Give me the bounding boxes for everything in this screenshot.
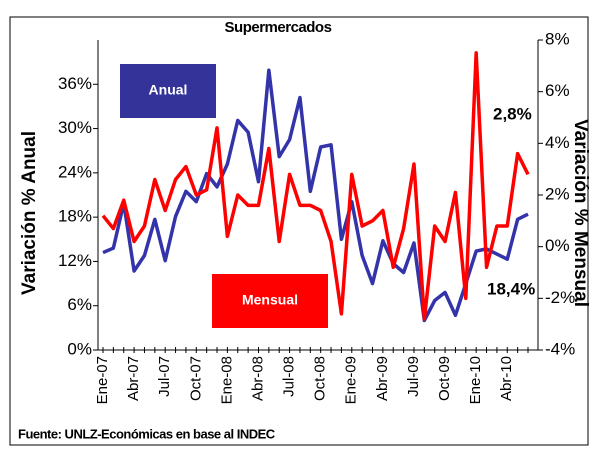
x-tick-label: Jul-07 bbox=[156, 356, 173, 397]
legend-box bbox=[212, 274, 328, 328]
x-tick-label: Ene-07 bbox=[94, 356, 111, 404]
y2-tick-label: 6% bbox=[545, 81, 570, 100]
x-tick-label: Ene-08 bbox=[218, 356, 235, 404]
x-tick-label: Ene-09 bbox=[343, 356, 360, 404]
legend-label: Mensual bbox=[242, 292, 298, 308]
y-tick-label: 12% bbox=[58, 251, 92, 270]
x-tick-label: Oct-08 bbox=[312, 356, 329, 401]
y-tick-label: 18% bbox=[58, 207, 92, 226]
y2-tick-label: -2% bbox=[545, 288, 575, 307]
chart-title: Supermercados bbox=[225, 19, 332, 36]
y2-tick-label: -4% bbox=[545, 339, 575, 358]
y-tick-label: 24% bbox=[58, 162, 92, 181]
y2-tick-label: 8% bbox=[545, 29, 570, 48]
x-tick-label: Abr-08 bbox=[249, 356, 266, 401]
y2-tick-label: 4% bbox=[545, 133, 570, 152]
y-tick-label: 0% bbox=[67, 339, 92, 358]
x-tick-label: Oct-07 bbox=[187, 356, 204, 401]
y2-axis-label: Variación % Mensual bbox=[570, 119, 591, 307]
series-line bbox=[101, 51, 530, 321]
legend-label: Anual bbox=[149, 82, 188, 98]
x-tick-label: Jul-08 bbox=[281, 356, 298, 397]
x-tick-label: Jul-09 bbox=[405, 356, 422, 397]
x-tick-label: Abr-07 bbox=[125, 356, 142, 401]
legend-box bbox=[120, 64, 216, 118]
series-line bbox=[102, 68, 529, 323]
y-tick-label: 6% bbox=[67, 295, 92, 314]
y-tick-label: 36% bbox=[58, 74, 92, 93]
chart-frame bbox=[9, 16, 589, 446]
y2-tick-label: 0% bbox=[545, 236, 570, 255]
source-note: Fuente: UNLZ-Económicas en base al INDEC bbox=[18, 426, 276, 441]
x-tick-label: Abr-10 bbox=[498, 356, 515, 401]
y2-tick-label: 2% bbox=[545, 184, 570, 203]
annotation: 18,4% bbox=[487, 279, 535, 298]
x-tick-label: Ene-10 bbox=[467, 356, 484, 404]
x-tick-label: Abr-09 bbox=[374, 356, 391, 401]
y-tick-label: 30% bbox=[58, 118, 92, 137]
x-tick-label: Oct-09 bbox=[436, 356, 453, 401]
y-axis-label: Variación % Anual bbox=[19, 131, 40, 295]
annotation: 2,8% bbox=[493, 104, 532, 123]
